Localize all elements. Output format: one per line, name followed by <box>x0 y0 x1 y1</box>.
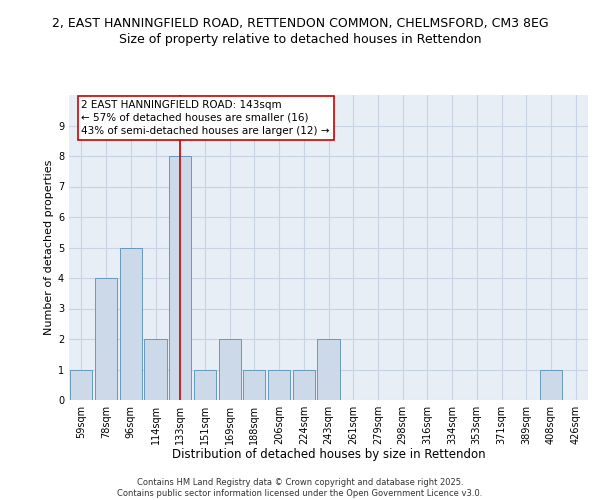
Bar <box>293 370 315 400</box>
Text: 2 EAST HANNINGFIELD ROAD: 143sqm
← 57% of detached houses are smaller (16)
43% o: 2 EAST HANNINGFIELD ROAD: 143sqm ← 57% o… <box>82 100 330 136</box>
Text: 2, EAST HANNINGFIELD ROAD, RETTENDON COMMON, CHELMSFORD, CM3 8EG: 2, EAST HANNINGFIELD ROAD, RETTENDON COM… <box>52 18 548 30</box>
Bar <box>119 248 142 400</box>
Bar <box>70 370 92 400</box>
Bar <box>243 370 265 400</box>
Text: Size of property relative to detached houses in Rettendon: Size of property relative to detached ho… <box>119 32 481 46</box>
X-axis label: Distribution of detached houses by size in Rettendon: Distribution of detached houses by size … <box>172 448 485 462</box>
Bar <box>218 339 241 400</box>
Bar <box>540 370 562 400</box>
Bar <box>169 156 191 400</box>
Bar <box>145 339 167 400</box>
Y-axis label: Number of detached properties: Number of detached properties <box>44 160 54 335</box>
Bar <box>95 278 117 400</box>
Bar <box>194 370 216 400</box>
Text: Contains HM Land Registry data © Crown copyright and database right 2025.
Contai: Contains HM Land Registry data © Crown c… <box>118 478 482 498</box>
Bar <box>317 339 340 400</box>
Bar <box>268 370 290 400</box>
